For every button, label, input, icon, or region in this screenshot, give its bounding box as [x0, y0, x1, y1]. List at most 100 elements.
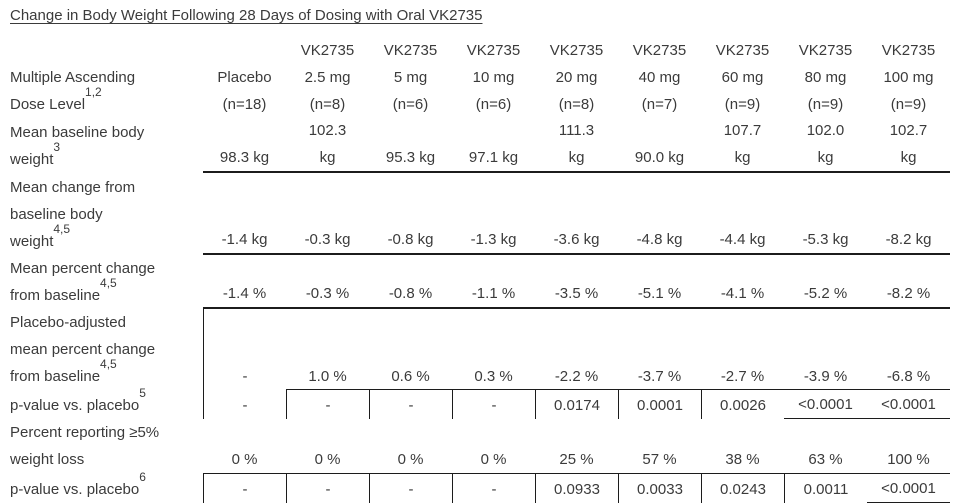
value-cell: -: [203, 389, 286, 419]
value-text: 0.0243: [720, 481, 766, 498]
column-header-n: (n=9): [724, 96, 761, 113]
value-text: 0.0174: [554, 397, 600, 414]
value-text: -: [325, 481, 331, 498]
value-text: -4.1 %: [720, 285, 765, 302]
column-header-dose: 80 mg: [804, 69, 847, 86]
value-text: 95.3 kg: [385, 149, 436, 166]
value-text: -4.4 kg: [719, 231, 766, 248]
value-cell: 95.3 kg: [369, 117, 452, 173]
column-header: VK2735 80 mg (n=9): [784, 37, 867, 118]
column-header-brand: VK2735: [466, 42, 521, 59]
value-text: <0.0001: [798, 396, 853, 413]
dose-table: Multiple Ascending Dose Level1,2 Placebo (…: [8, 37, 957, 503]
value-text: -3.9 %: [803, 368, 848, 385]
row-label: Mean percent change from baseline4,5: [8, 255, 203, 309]
column-header-dose: 10 mg: [472, 69, 515, 86]
value-cell: 25 %: [535, 419, 618, 473]
column-header-n: (n=8): [309, 96, 346, 113]
row-label-superscript: 4,5: [100, 276, 117, 290]
value-cell: 63 %: [784, 419, 867, 473]
value-cell: 0.0933: [535, 473, 618, 503]
row-label: Mean baseline body weight3: [8, 117, 203, 173]
value-cell: -: [286, 389, 369, 419]
row-label-text: Mean change from baseline body weight: [10, 179, 136, 250]
column-header-brand: VK2735: [383, 42, 438, 59]
value-cell: 0.0243: [701, 473, 784, 503]
value-cell: 102.3 kg: [286, 117, 369, 173]
value-text: -8.2 kg: [885, 231, 932, 248]
value-cell: 0 %: [452, 419, 535, 473]
column-header-dose: Placebo: [217, 69, 272, 86]
column-header-dose: 2.5 mg: [304, 69, 351, 86]
value-cell: 0.6 %: [369, 309, 452, 390]
value-text: -: [491, 397, 497, 414]
value-text: 0 %: [314, 451, 341, 468]
column-header: VK2735 40 mg (n=7): [618, 37, 701, 118]
value-cell: -0.8 kg: [369, 171, 452, 255]
value-text: 0.0033: [637, 481, 683, 498]
table-row-percent-reporting: Percent reporting ≥5% weight loss 0 % 0 % 0…: [8, 419, 957, 473]
column-header-n: (n=8): [558, 96, 595, 113]
value-text: 57 %: [642, 451, 677, 468]
row-header-label: Multiple Ascending Dose Level1,2: [8, 37, 203, 118]
column-header-brand: VK2735: [549, 42, 604, 59]
value-text: 98.3 kg: [219, 149, 270, 166]
value-text: 102.3 kg: [308, 122, 347, 166]
row-label-text: p-value vs. placebo: [10, 397, 140, 414]
value-cell: 102.7 kg: [867, 117, 950, 173]
value-cell: -1.4 %: [203, 255, 286, 309]
value-text: 0.3 %: [474, 368, 513, 385]
value-text: -0.3 kg: [304, 231, 351, 248]
column-header-dose: 40 mg: [638, 69, 681, 86]
row-label-text-wrap: Multiple Ascending Dose Level1,2: [10, 64, 135, 118]
value-cell: 90.0 kg: [618, 117, 701, 173]
column-header-dose: 60 mg: [721, 69, 764, 86]
value-text: -2.2 %: [554, 368, 599, 385]
value-text: -0.8 kg: [387, 231, 434, 248]
table-row-percent-change: Mean percent change from baseline4,5 -1.4…: [8, 255, 957, 309]
row-label-text: p-value vs. placebo: [10, 481, 140, 498]
row-label-superscript: 3: [53, 140, 61, 154]
value-cell: -4.8 kg: [618, 171, 701, 255]
value-text: -1.3 kg: [470, 231, 517, 248]
value-cell: -8.2 kg: [867, 171, 950, 255]
row-label-superscript: 5: [139, 386, 146, 400]
value-cell: 0 %: [203, 419, 286, 473]
row-label-text: Multiple Ascending Dose Level: [10, 69, 136, 113]
value-text: -2.7 %: [720, 368, 765, 385]
row-label-superscript: 6: [139, 470, 146, 484]
row-label-superscript: 4,5: [53, 222, 71, 236]
column-header-dose: 5 mg: [393, 69, 428, 86]
value-text: -8.2 %: [886, 285, 931, 302]
row-label: p-value vs. placebo5: [8, 386, 203, 419]
value-cell: 107.7 kg: [701, 117, 784, 173]
value-cell: -6.8 %: [867, 309, 950, 390]
row-label-text-wrap: Mean change from baseline body weight4,5: [10, 174, 135, 255]
value-text: -5.3 kg: [802, 231, 849, 248]
value-text: -0.3 %: [305, 285, 350, 302]
value-text: -1.4 %: [222, 285, 267, 302]
value-text: 102.0 kg: [806, 122, 845, 166]
column-header: VK2735 2.5 mg (n=8): [286, 37, 369, 118]
row-label: p-value vs. placebo6: [8, 470, 203, 503]
value-text: 97.1 kg: [468, 149, 519, 166]
row-label-superscript: 1,2: [85, 85, 102, 99]
value-cell: -1.4 kg: [203, 171, 286, 255]
value-text: -3.7 %: [637, 368, 682, 385]
column-header: VK2735 5 mg (n=6): [369, 37, 452, 118]
value-cell: -: [452, 389, 535, 419]
value-cell: 0.0033: [618, 473, 701, 503]
value-cell: 97.1 kg: [452, 117, 535, 173]
value-cell: -: [452, 473, 535, 503]
value-text: 1.0 %: [308, 368, 347, 385]
value-cell: <0.0001: [867, 473, 950, 503]
value-cell: -1.1 %: [452, 255, 535, 309]
table-row-pvalue-5: p-value vs. placebo5 - - - - 0.0174 0.0001 0.00…: [8, 386, 957, 419]
value-text: -: [408, 397, 414, 414]
value-cell: -5.2 %: [784, 255, 867, 309]
value-text: 102.7 kg: [889, 122, 928, 166]
value-cell: -: [286, 473, 369, 503]
row-label: Percent reporting ≥5% weight loss: [8, 419, 203, 473]
value-cell: 1.0 %: [286, 309, 369, 390]
